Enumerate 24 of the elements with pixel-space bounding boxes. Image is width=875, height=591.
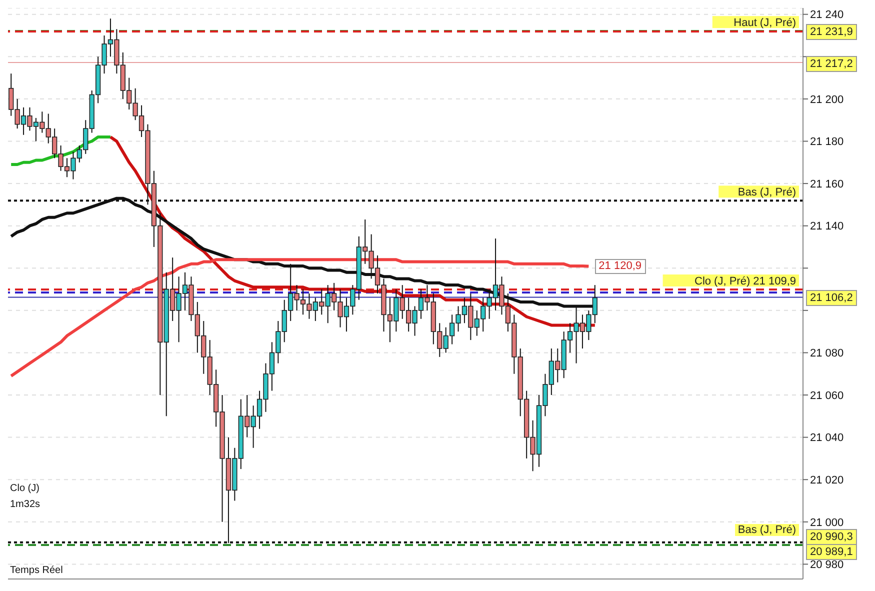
y-tick-label: 21 040 [810, 432, 844, 444]
y-tick-label: 21 240 [810, 9, 844, 22]
annotation: Bas (J, Pré) [734, 524, 799, 536]
ref-line-label: Clo (J, Pré) 21 109,9 [694, 275, 796, 288]
data-label: 21 120,9 [594, 259, 646, 274]
y-tick-label: 21 080 [810, 348, 844, 360]
ref-line-label: Haut (J, Pré) [734, 17, 796, 30]
y-tick-label: 21 020 [810, 474, 844, 487]
ref-line-label: 20 990,3 [806, 529, 857, 546]
annotation: Temps Réel [10, 565, 63, 576]
ref-line-label: 21 106,2 [806, 290, 857, 306]
y-tick-label: 21 160 [810, 178, 844, 190]
ref-line-label: Bas (J, Pré) [738, 186, 796, 199]
y-tick-label: 21 140 [810, 220, 844, 233]
y-tick-label: 20 980 [810, 559, 844, 572]
y-tick-label: 21 180 [810, 136, 844, 148]
y-tick-label: 21 200 [810, 94, 844, 106]
y-tick-label: 21 060 [810, 390, 844, 402]
ref-line-label: 20 989,1 [806, 544, 857, 560]
y-tick-label: 21 000 [810, 516, 844, 529]
ref-line-label: 21 217,2 [806, 56, 857, 72]
annotation: 1m32s [10, 499, 40, 510]
ref-line-label: 21 231,9 [806, 24, 857, 40]
annotation: Clo (J) [10, 483, 40, 494]
